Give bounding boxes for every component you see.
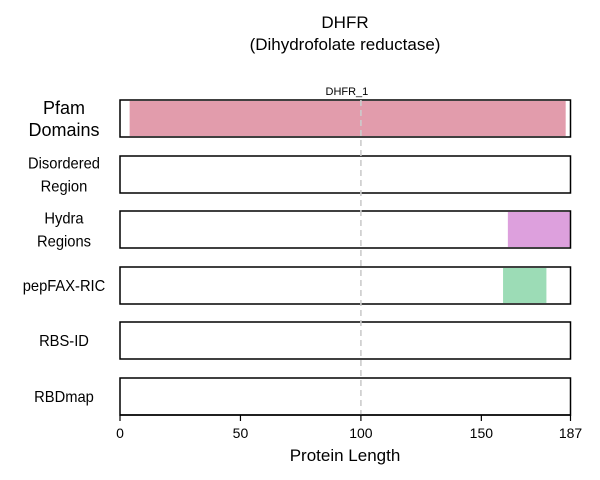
track-background — [120, 378, 571, 415]
segment-label: DHFR_1 — [326, 86, 369, 98]
track-frame — [119, 99, 572, 138]
track-frame — [119, 210, 572, 249]
track-label-hydra-regions: Hydra Regions — [37, 210, 91, 251]
x-tick-label: 0 — [116, 425, 124, 441]
track-label-rbdmap: RBDmap — [34, 389, 94, 407]
x-axis-label: Protein Length — [290, 446, 401, 465]
x-axis: 0 50 100 150 187 Protein Length — [116, 414, 582, 465]
track-label-disordered-region: Disordered Region — [28, 155, 100, 196]
track-frame — [119, 321, 572, 360]
track-rbs-id: RBS-ID — [39, 321, 572, 360]
x-tick-label: 150 — [470, 425, 494, 441]
track-pepfax-ric: pepFAX-RIC — [23, 266, 572, 305]
track-background — [120, 211, 571, 248]
track-background — [120, 156, 571, 193]
track-background — [120, 267, 571, 304]
track-disordered-region: Disordered Region — [28, 155, 572, 196]
track-frame — [119, 266, 572, 305]
track-frame — [119, 155, 572, 194]
chart-subtitle: (Dihydrofolate reductase) — [250, 35, 441, 54]
track-background — [120, 322, 571, 359]
x-tick-label: 50 — [233, 425, 249, 441]
track-pfam-domains: DHFR_1 Pfam Domains — [28, 86, 572, 140]
track-rbdmap: RBDmap — [34, 377, 572, 416]
segment-hydra-regions-0 — [507, 212, 571, 247]
track-hydra-regions: Hydra Regions — [37, 210, 572, 251]
track-label-pepfax-ric: pepFAX-RIC — [23, 278, 106, 296]
chart-title-group: DHFR (Dihydrofolate reductase) — [250, 13, 441, 54]
x-axis-ticks: 0 50 100 150 187 — [116, 415, 582, 441]
segment-pfam-domains-0 — [129, 101, 566, 136]
chart-title: DHFR — [321, 13, 368, 32]
segment-pepfax-ric-0 — [503, 268, 547, 303]
x-tick-label: 100 — [349, 425, 373, 441]
track-label-pfam-domains: Pfam Domains — [28, 98, 99, 140]
tracks-layer: DHFR_1 Pfam Domains Disordered Region Hydra Re… — [23, 86, 572, 416]
track-label-rbs-id: RBS-ID — [39, 333, 89, 351]
x-tick-label: 187 — [559, 425, 583, 441]
